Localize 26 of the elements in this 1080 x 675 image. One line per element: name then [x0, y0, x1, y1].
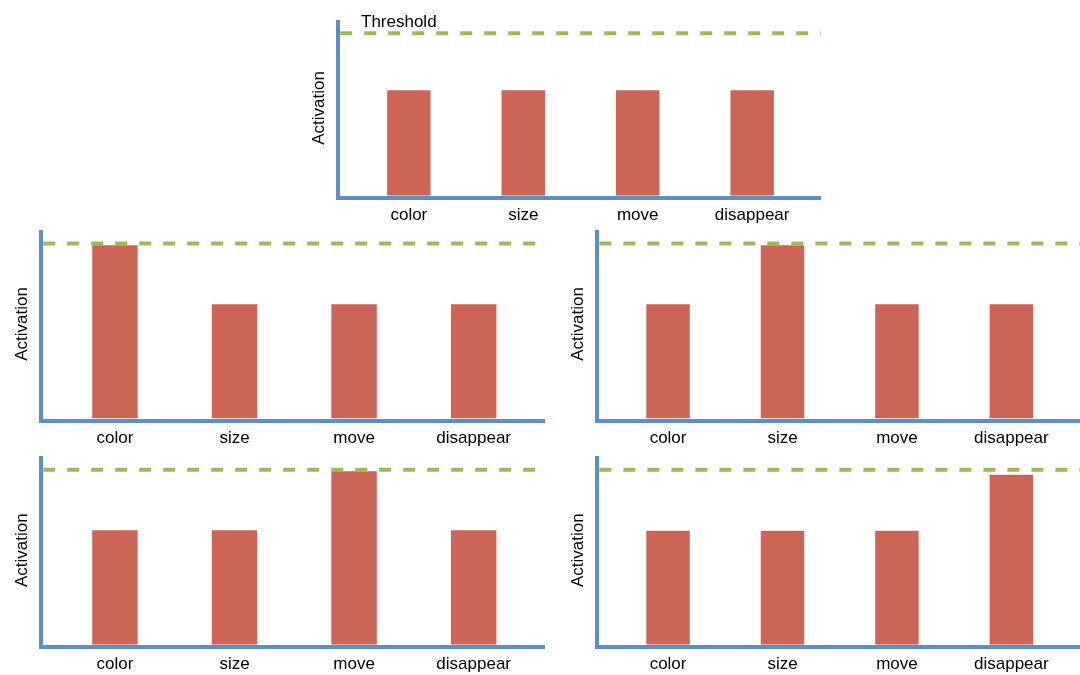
x-tick-label: disappear: [974, 427, 1050, 447]
x-tick-label: move: [876, 427, 918, 447]
x-tick-label: size: [219, 654, 250, 674]
x-tick-label: size: [219, 427, 250, 447]
x-tick-label: move: [333, 427, 375, 447]
ref-line-label: Threshold: [361, 12, 437, 31]
x-tick-label: size: [508, 205, 539, 225]
y-axis-title: Activation: [309, 71, 329, 145]
y-axis-title: Activation: [12, 287, 32, 361]
x-tick-label: disappear: [974, 654, 1050, 674]
x-tick-label: disappear: [436, 654, 512, 674]
x-tick-label: size: [767, 654, 798, 674]
x-tick-label: disappear: [436, 427, 512, 447]
x-tick-label: color: [96, 654, 134, 674]
x-tick-label: size: [767, 427, 798, 447]
y-axis-title: Activation: [12, 513, 32, 587]
x-tick-label: color: [649, 427, 687, 447]
x-tick-label: disappear: [714, 205, 790, 225]
y-axis-title: Activation: [568, 287, 588, 361]
x-tick-label: color: [390, 205, 428, 225]
x-tick-label: move: [616, 205, 659, 225]
x-tick-label: color: [649, 654, 687, 674]
x-tick-label: move: [876, 654, 918, 674]
x-tick-label: move: [333, 654, 375, 674]
x-tick-label: color: [96, 427, 134, 447]
y-axis-title: Activation: [568, 513, 588, 587]
